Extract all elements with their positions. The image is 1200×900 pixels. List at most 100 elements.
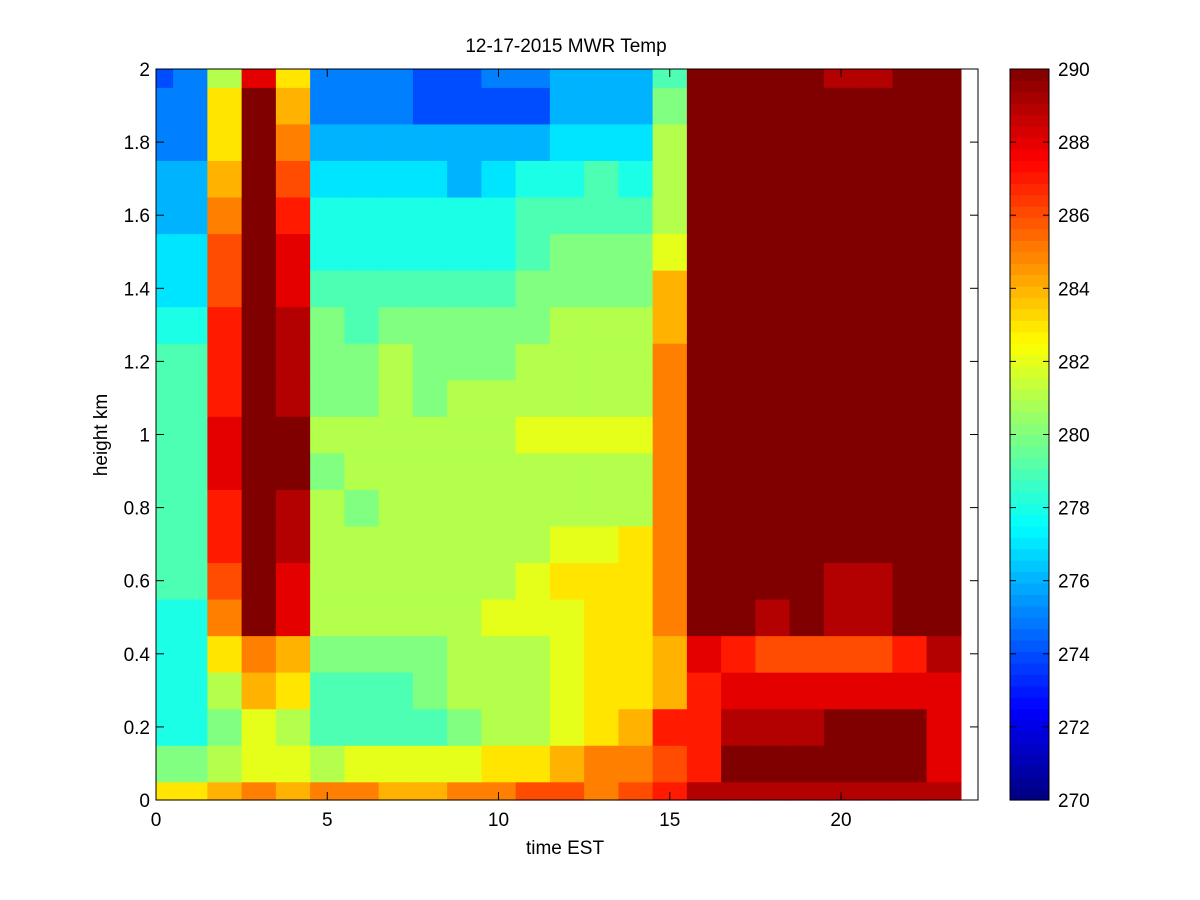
heatmap-cell xyxy=(156,306,174,344)
heatmap-cell xyxy=(721,708,756,746)
heatmap-cell xyxy=(412,343,448,381)
heatmap-cell xyxy=(549,160,585,198)
heatmap-cell xyxy=(481,489,517,527)
heatmap-cell xyxy=(515,87,551,125)
heatmap-cell xyxy=(173,562,208,600)
colorbar-segment xyxy=(1010,194,1049,207)
heatmap-cell xyxy=(310,562,345,600)
heatmap-cell xyxy=(310,745,345,783)
heatmap-cell xyxy=(789,708,825,746)
colorbar-tick-label: 286 xyxy=(1058,206,1090,227)
heatmap-cell xyxy=(892,635,928,673)
heatmap-cell xyxy=(549,635,585,673)
heatmap-cell xyxy=(789,562,825,600)
colorbar-segment xyxy=(1010,400,1049,413)
heatmap-cell xyxy=(173,343,208,381)
heatmap-cell xyxy=(584,233,619,271)
heatmap-cell xyxy=(549,379,585,417)
colorbar-segment xyxy=(1010,491,1049,504)
heatmap-cell xyxy=(721,87,756,125)
heatmap-cell xyxy=(926,745,962,783)
heatmap-cell xyxy=(652,525,688,564)
heatmap-cell xyxy=(412,781,448,801)
heatmap-cell xyxy=(344,69,380,88)
heatmap-cell xyxy=(481,562,517,600)
heatmap-cell xyxy=(721,452,756,490)
heatmap-cell xyxy=(823,416,859,454)
heatmap-cell xyxy=(310,343,345,381)
heatmap-cell xyxy=(618,270,654,308)
heatmap-cell xyxy=(515,123,551,161)
heatmap-cell xyxy=(275,379,311,417)
heatmap-cell xyxy=(755,270,791,308)
heatmap-cell xyxy=(618,452,654,490)
x-tick-label: 0 xyxy=(151,810,162,831)
heatmap-cell xyxy=(549,196,585,235)
heatmap-cell xyxy=(207,416,243,454)
heatmap-cell xyxy=(892,160,928,198)
colorbar-segment xyxy=(1010,148,1049,161)
heatmap-cell xyxy=(275,196,311,235)
heatmap-cell xyxy=(721,379,756,417)
colorbar-segment xyxy=(1010,217,1049,230)
colorbar-segment xyxy=(1010,388,1049,401)
heatmap-cell xyxy=(686,672,722,710)
heatmap-cell xyxy=(310,196,345,235)
heatmap-cell xyxy=(412,598,448,637)
heatmap-cell xyxy=(310,598,345,637)
heatmap-cell xyxy=(241,489,277,527)
heatmap-cell xyxy=(823,306,859,344)
colorbar-tick-label: 274 xyxy=(1058,645,1090,666)
heatmap-cell xyxy=(378,123,414,161)
colorbar-segment xyxy=(1010,777,1049,790)
heatmap-cell xyxy=(892,598,928,637)
colorbar-segment xyxy=(1010,605,1049,618)
heatmap-cell xyxy=(721,598,756,637)
heatmap-cell xyxy=(310,708,345,746)
heatmap-cell xyxy=(378,270,414,308)
heatmap-cell xyxy=(207,123,243,161)
heatmap-cell xyxy=(858,745,893,783)
colorbar-tick-label: 278 xyxy=(1058,499,1090,520)
heatmap-cell xyxy=(755,489,791,527)
heatmap-cell xyxy=(926,781,962,801)
heatmap-cell xyxy=(686,525,722,564)
heatmap-cell xyxy=(481,123,517,161)
heatmap-cell xyxy=(173,87,208,125)
heatmap-cell xyxy=(156,635,174,673)
heatmap-cell xyxy=(892,562,928,600)
heatmap-cell xyxy=(789,745,825,783)
heatmap-cell xyxy=(515,416,551,454)
heatmap-cell xyxy=(481,233,517,271)
heatmap-cell xyxy=(549,489,585,527)
heatmap-cell xyxy=(549,123,585,161)
heatmap-cell xyxy=(412,745,448,783)
heatmap-cell xyxy=(310,379,345,417)
heatmap-cell xyxy=(156,745,174,783)
heatmap-cell xyxy=(515,196,551,235)
heatmap-cell xyxy=(241,123,277,161)
colorbar-segment xyxy=(1010,69,1049,82)
heatmap-cell xyxy=(721,196,756,235)
heatmap-cell xyxy=(378,452,414,490)
heatmap-cell xyxy=(447,708,482,746)
heatmap-cell xyxy=(156,708,174,746)
heatmap-cell xyxy=(618,123,654,161)
colorbar-segment xyxy=(1010,411,1049,424)
heatmap-cell xyxy=(823,781,859,801)
heatmap-cell xyxy=(823,343,859,381)
colorbar-tick-label: 276 xyxy=(1058,572,1090,593)
colorbar-segment xyxy=(1010,731,1049,744)
heatmap-cell xyxy=(173,672,208,710)
heatmap-cell xyxy=(926,87,962,125)
y-tick-label: 0.2 xyxy=(124,718,150,739)
heatmap-cell xyxy=(447,416,482,454)
y-tick-label: 1.6 xyxy=(124,206,150,227)
heatmap-cell xyxy=(344,489,380,527)
heatmap-cell xyxy=(173,306,208,344)
heatmap-cell xyxy=(344,343,380,381)
heatmap-cell xyxy=(275,160,311,198)
colorbar-segment xyxy=(1010,617,1049,630)
heatmap-cell xyxy=(412,196,448,235)
